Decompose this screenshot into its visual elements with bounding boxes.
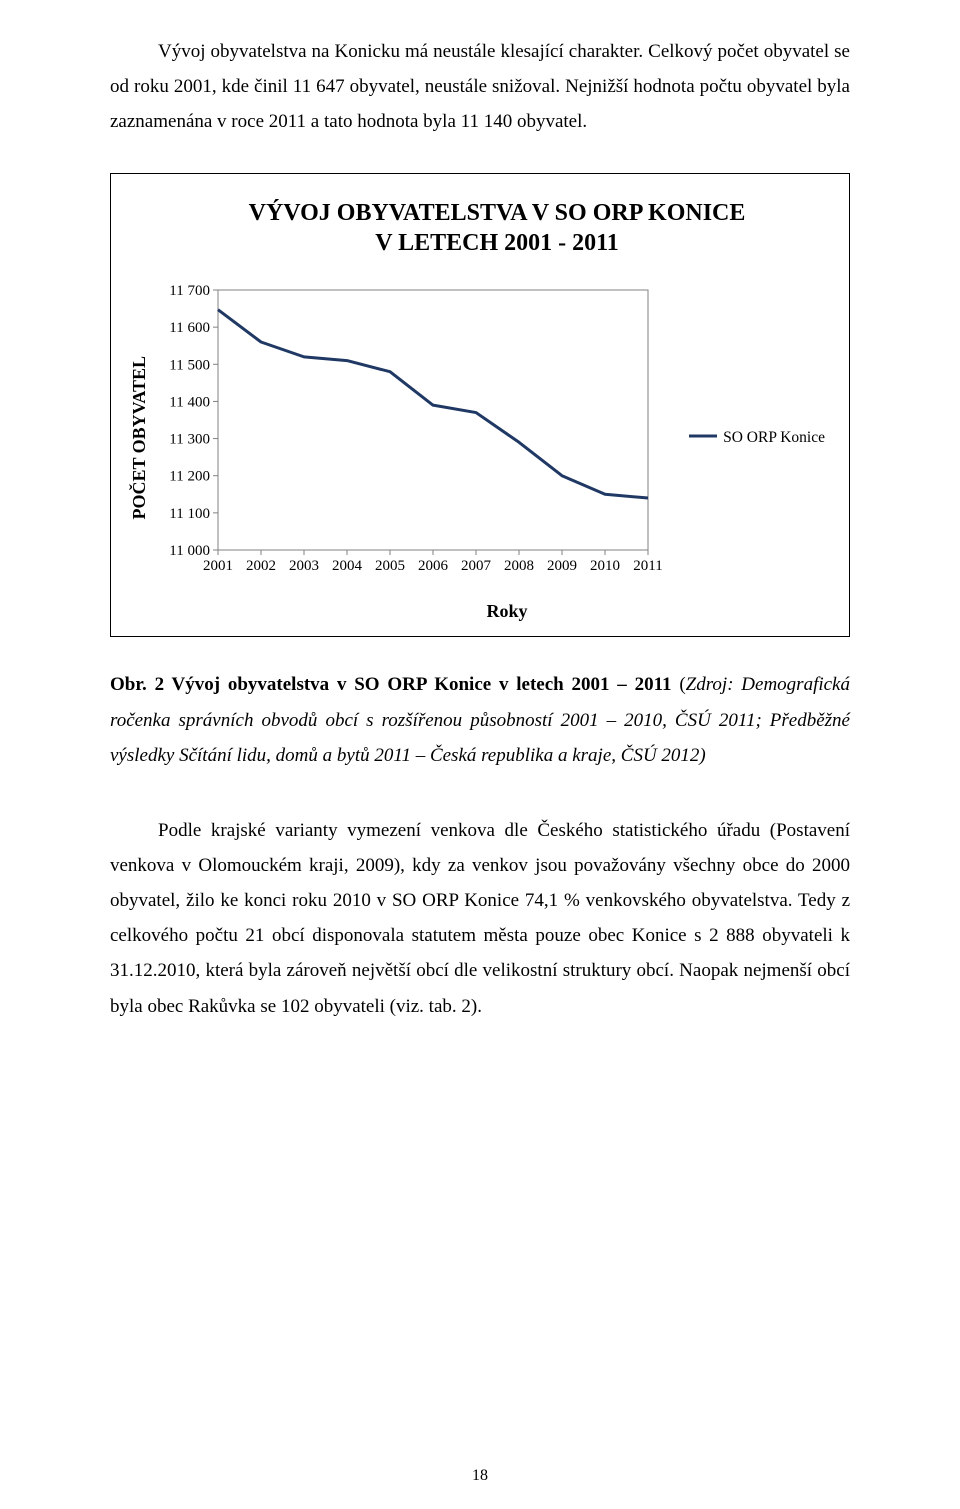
chart-title-line2: V LETECH 2001 - 2011 [375, 230, 619, 256]
svg-text:2010: 2010 [590, 558, 620, 574]
svg-text:2005: 2005 [375, 558, 405, 574]
svg-text:2004: 2004 [332, 558, 363, 574]
svg-text:11 100: 11 100 [169, 506, 210, 522]
svg-text:11 300: 11 300 [169, 432, 210, 448]
caption-lead: Obr. 2 Vývoj obyvatelstva v SO ORP Konic… [110, 674, 679, 695]
svg-text:11 700: 11 700 [169, 283, 210, 299]
legend-swatch [689, 429, 717, 447]
svg-text:2006: 2006 [418, 558, 449, 574]
svg-text:2003: 2003 [289, 558, 319, 574]
line-chart-svg: 11 000 11 100 11 200 11 300 11 400 11 500 11 6… [152, 280, 672, 590]
chart-caption: Obr. 2 Vývoj obyvatelstva v SO ORP Konic… [110, 667, 850, 772]
svg-text:2001: 2001 [203, 558, 233, 574]
legend-label: SO ORP Konice [723, 429, 825, 447]
svg-text:2011: 2011 [633, 558, 662, 574]
chart-plot: 11 000 11 100 11 200 11 300 11 400 11 500 11 6… [152, 280, 677, 595]
chart-legend: SO ORP Konice [677, 429, 825, 447]
body-paragraph-2: Podle krajské varianty vymezení venkova … [110, 813, 850, 1024]
chart-title-line1: VÝVOJ OBYVATELSTVA V SO ORP KONICE [249, 200, 746, 226]
chart-y-axis-label: POČET OBYVATEL [129, 356, 150, 520]
svg-text:11 600: 11 600 [169, 321, 210, 337]
svg-text:11 500: 11 500 [169, 358, 210, 374]
page-number: 18 [0, 1467, 960, 1485]
svg-text:11 200: 11 200 [169, 469, 210, 485]
chart-frame: VÝVOJ OBYVATELSTVA V SO ORP KONICE V LET… [110, 173, 850, 637]
svg-text:11 000: 11 000 [169, 543, 210, 559]
chart-x-axis-label: Roky [129, 601, 825, 622]
svg-text:2007: 2007 [461, 558, 492, 574]
svg-text:2008: 2008 [504, 558, 534, 574]
svg-text:2009: 2009 [547, 558, 577, 574]
svg-text:2002: 2002 [246, 558, 276, 574]
svg-text:11 400: 11 400 [169, 395, 210, 411]
chart-title: VÝVOJ OBYVATELSTVA V SO ORP KONICE V LET… [229, 198, 765, 258]
intro-paragraph: Vývoj obyvatelstva na Konicku má neustál… [110, 34, 850, 139]
